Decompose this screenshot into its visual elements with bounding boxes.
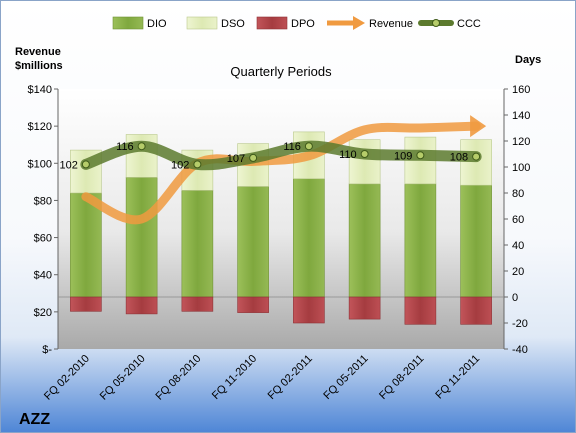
right-tick-label: 80 [512, 188, 524, 200]
bar-dpo [348, 296, 381, 320]
bar-dio [237, 186, 269, 298]
ccc-marker [360, 150, 369, 158]
right-tick-label: 100 [512, 162, 530, 174]
left-tick-label: $140 [28, 84, 52, 96]
legend: DIO DSO DPO Revenue CCC [112, 16, 481, 30]
bar-dio [125, 177, 158, 298]
left-tick-label: $80 [34, 195, 52, 207]
right-tick-label: 60 [512, 214, 524, 226]
ccc-marker [137, 142, 146, 151]
x-tick-label: FQ 08-2011 [377, 353, 426, 402]
ccc-marker [304, 142, 313, 151]
x-axis: FQ 02-2010 FQ 05-2010 FQ 08-2010 FQ 11-2010… [42, 353, 482, 403]
bar-dpo [125, 296, 158, 315]
right-tick-label: 20 [512, 266, 524, 278]
legend-swatch-dso [186, 16, 218, 30]
legend-label-dio: DIO [147, 18, 167, 30]
right-tick-label: 40 [512, 240, 524, 252]
ccc-data-label: 110 [339, 149, 357, 161]
left-axis-title-line1: Revenue [15, 46, 61, 58]
left-tick-label: $100 [28, 158, 52, 170]
bar-series [70, 131, 492, 325]
legend-label-revenue: Revenue [369, 18, 413, 30]
chart-title: Quarterly Periods [230, 64, 332, 79]
bar-dso [460, 139, 492, 186]
ccc-data-label: 102 [171, 159, 189, 171]
bar-dpo [237, 296, 269, 313]
line-series: 102 116 102 107 116 110 109 108 [60, 115, 487, 225]
left-tick-label: $120 [28, 121, 52, 133]
right-tick-label: 0 [512, 292, 518, 304]
bar-dio [404, 183, 437, 298]
ccc-data-label: 107 [227, 153, 245, 165]
legend-swatch-dio [112, 16, 144, 30]
ccc-line [80, 140, 482, 171]
ccc-marker [81, 160, 90, 169]
x-tick-label: FQ 05-2010 [98, 353, 148, 403]
x-tick-label: FQ 08-2010 [154, 353, 204, 403]
right-tick-label: -40 [512, 344, 528, 356]
right-axis: -40 -20 0 20 40 60 80 100 120 140 160 [58, 84, 530, 356]
left-tick-label: $- [42, 344, 52, 356]
x-tick-label: FQ 11-2011 [433, 353, 482, 402]
bar-dio [348, 183, 381, 298]
ccc-marker [249, 153, 258, 162]
bar-dio [460, 184, 492, 298]
right-tick-label: 120 [512, 136, 530, 148]
bar-dpo [293, 296, 325, 324]
bar-dio [181, 190, 214, 298]
ccc-marker [193, 160, 202, 169]
x-tick-label: FQ 05-2011 [321, 353, 370, 402]
x-tick-label: FQ 02-2011 [266, 353, 315, 402]
left-tick-label: $60 [34, 233, 52, 245]
legend-label-dso: DSO [221, 18, 245, 30]
right-tick-label: -20 [512, 318, 528, 330]
legend-marker-ccc [432, 19, 440, 27]
right-tick-label: 160 [512, 84, 530, 96]
ccc-marker [416, 151, 425, 160]
ccc-data-label: 116 [283, 141, 301, 153]
ccc-marker [472, 152, 481, 161]
revenue-arrowhead [470, 115, 487, 138]
legend-swatch-dpo [256, 16, 288, 30]
ccc-data-label: 102 [60, 159, 78, 171]
bar-dpo [404, 296, 437, 325]
legend-arrowhead-revenue [353, 16, 365, 30]
ccc-data-label: 116 [116, 141, 134, 153]
bar-dio [293, 178, 325, 298]
legend-label-ccc: CCC [457, 18, 481, 30]
left-tick-label: $20 [34, 307, 52, 319]
left-tick-label: $40 [34, 270, 52, 282]
bar-dso [348, 139, 381, 185]
legend-label-dpo: DPO [291, 18, 315, 30]
bar-dpo [460, 296, 492, 325]
x-tick-label: FQ 11-2010 [210, 353, 259, 402]
ccc-data-label: 108 [450, 152, 468, 164]
bar-dpo [70, 296, 102, 312]
x-tick-label: FQ 02-2010 [42, 353, 92, 403]
bar-dio [70, 192, 102, 298]
revenue-line [81, 121, 481, 225]
right-tick-label: 140 [512, 110, 530, 122]
ccc-data-label: 109 [394, 150, 412, 162]
bar-dpo [181, 296, 214, 312]
left-axis: $- $20 $40 $60 $80 $100 $120 $140 [28, 84, 59, 356]
ticker-label: AZZ [19, 411, 50, 428]
right-axis-title: Days [515, 54, 541, 66]
left-axis-title-line2: $millions [15, 60, 63, 72]
